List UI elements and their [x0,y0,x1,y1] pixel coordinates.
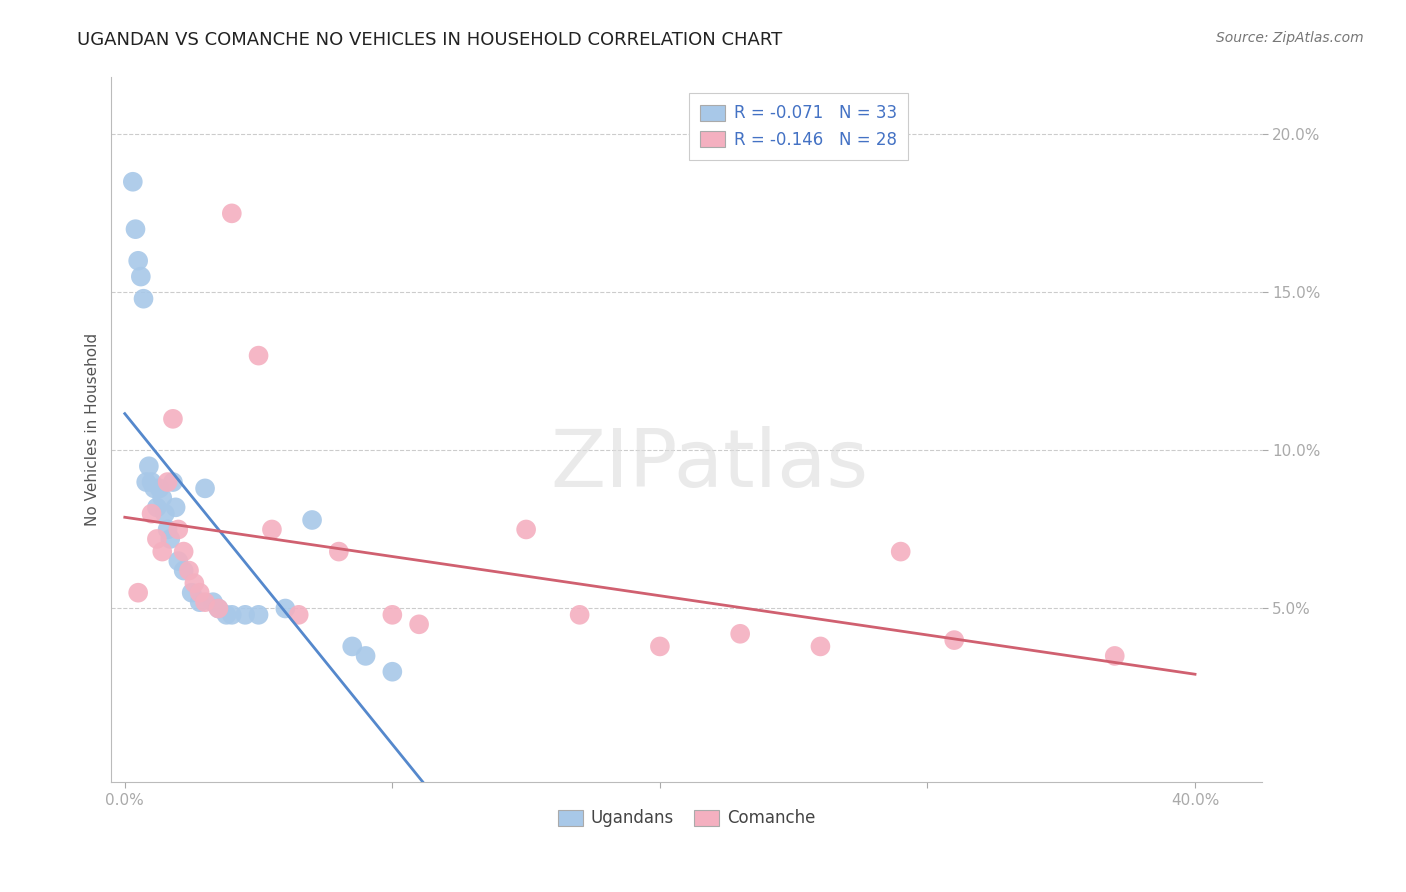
Point [121,175,143,189]
Point [143,482,166,496]
Point [207,601,229,615]
Point [124,222,146,236]
Point [159,532,181,546]
Legend: Ugandans, Comanche: Ugandans, Comanche [551,803,823,834]
Text: UGANDAN VS COMANCHE NO VEHICLES IN HOUSEHOLD CORRELATION CHART: UGANDAN VS COMANCHE NO VEHICLES IN HOUSE… [77,31,783,49]
Point [247,607,270,622]
Point [141,475,163,489]
Point [127,253,149,268]
Point [162,412,184,426]
Point [354,648,377,663]
Point [728,627,751,641]
Point [156,475,179,489]
Point [810,640,832,654]
Y-axis label: No Vehicles in Household: No Vehicles in Household [86,334,100,526]
Point [173,544,195,558]
Point [173,564,195,578]
Point [233,607,256,622]
Point [146,532,169,546]
Text: ZIPatlas: ZIPatlas [551,426,869,504]
Point [568,607,591,622]
Point [202,595,225,609]
Point [146,500,169,515]
Text: Source: ZipAtlas.com: Source: ZipAtlas.com [1216,31,1364,45]
Point [221,607,243,622]
Point [274,601,297,615]
Point [260,523,283,537]
Point [1104,648,1126,663]
Point [183,576,205,591]
Point [247,349,270,363]
Point [221,206,243,220]
Point [328,544,350,558]
Point [150,544,173,558]
Point [156,523,179,537]
Point [148,482,170,496]
Point [167,554,190,568]
Point [162,475,184,489]
Point [943,633,966,648]
Point [342,640,364,654]
Point [207,601,229,615]
Point [180,585,202,599]
Point [132,292,155,306]
Point [141,507,163,521]
Point [129,269,152,284]
Point [177,564,200,578]
Point [127,585,149,599]
Point [150,491,173,505]
Point [188,585,211,599]
Point [381,665,404,679]
Point [167,523,190,537]
Point [138,459,160,474]
Point [135,475,157,489]
Point [515,523,537,537]
Point [194,595,217,609]
Point [153,507,176,521]
Point [165,500,187,515]
Point [648,640,671,654]
Point [188,595,211,609]
Point [381,607,404,622]
Point [890,544,912,558]
Point [408,617,430,632]
Point [215,607,238,622]
Point [301,513,323,527]
Point [287,607,309,622]
Point [194,482,217,496]
